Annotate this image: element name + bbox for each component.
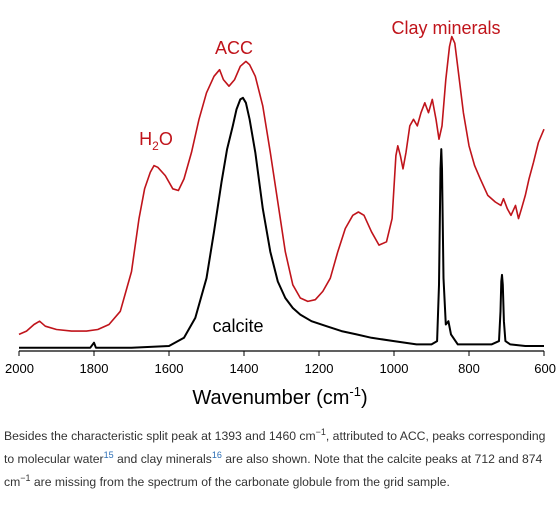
annotation-clay-minerals: Clay minerals [391, 18, 500, 38]
reference-link-16[interactable]: 16 [211, 449, 222, 460]
caption-text-1: Besides the characteristic split peak at… [4, 429, 316, 443]
series-line-red-spectrum [18, 35, 545, 336]
caption-text-4: are also shown. Note that the calcite pe… [4, 452, 543, 489]
x-tick-label: 2000 [5, 361, 34, 376]
annotation-calcite: calcite [212, 316, 263, 336]
x-tick-label: 1400 [230, 361, 259, 376]
x-tick-label: 600 [534, 361, 556, 376]
caption-text-5: are missing from the spectrum of the car… [30, 475, 450, 489]
annotation-water: H2O [139, 129, 173, 153]
x-tick-label: 800 [458, 361, 480, 376]
caption-text-2: , attributed to ACC, peaks corresponding… [4, 429, 546, 466]
ftir-spectrum-figure: 2000 1800 1600 1400 1200 1000 800 600 Wavenumbe… [5, 18, 556, 409]
x-tick-label: 1800 [80, 361, 109, 376]
x-tick-label: 1600 [155, 361, 184, 376]
caption-text-3: and clay minerals [113, 452, 212, 466]
series-line-calcite [19, 96, 544, 349]
series-layer [18, 35, 545, 349]
spectrum-chart: 2000 1800 1600 1400 1200 1000 800 600 Wavenumbe… [5, 18, 556, 409]
x-tick-label: 1200 [305, 361, 334, 376]
annotation-acc: ACC [215, 38, 253, 58]
caption-superscript-1: −1 [315, 426, 326, 437]
caption-superscript-2: −1 [20, 472, 31, 483]
reference-link-15[interactable]: 15 [103, 449, 114, 460]
x-tick-labels: 2000 1800 1600 1400 1200 1000 800 600 [5, 361, 556, 376]
x-axis-title: Wavenumber (cm-1) [192, 384, 367, 409]
x-ticks [18, 351, 545, 356]
x-tick-label: 1000 [380, 361, 409, 376]
figure-caption: Besides the characteristic split peak at… [4, 425, 552, 494]
